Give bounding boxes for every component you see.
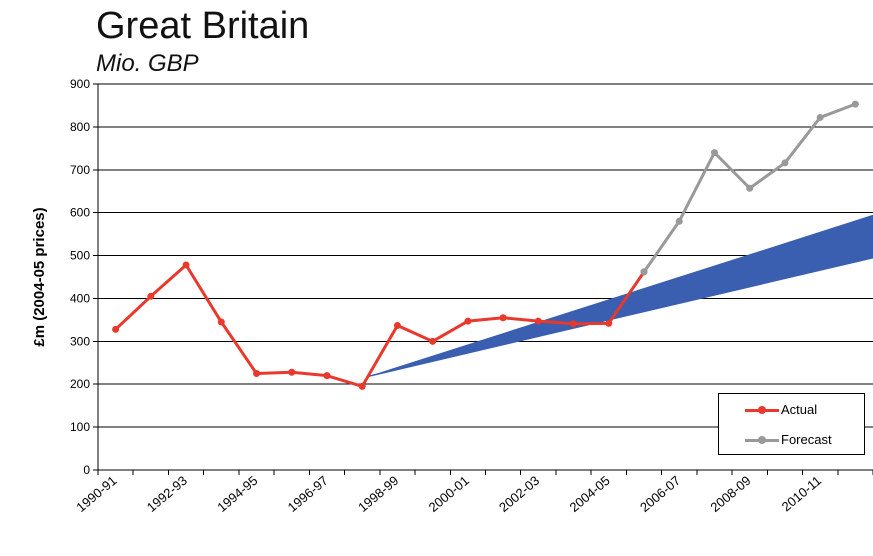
chart-subtitle: Mio. GBP — [96, 50, 199, 77]
data-point-actual — [570, 320, 578, 328]
data-point-forecast — [851, 100, 859, 108]
data-point-actual — [393, 321, 401, 329]
data-point-forecast — [816, 113, 824, 121]
forecast-band-edge — [367, 256, 873, 378]
data-point-forecast — [781, 159, 789, 167]
y-tick-label: 700 — [70, 163, 90, 177]
data-point-actual — [534, 317, 542, 325]
data-point-actual — [253, 370, 261, 377]
data-point-forecast — [675, 217, 683, 225]
data-point-actual — [323, 372, 331, 380]
x-tick-label: 2002-03 — [496, 473, 542, 515]
y-tick-label: 0 — [83, 463, 90, 477]
data-point-actual — [358, 382, 366, 390]
y-tick-label: 500 — [70, 249, 90, 263]
data-point-forecast — [640, 268, 648, 276]
y-tick-label: 900 — [70, 77, 90, 91]
y-tick-label: 300 — [70, 334, 90, 348]
data-point-actual — [464, 317, 472, 325]
chart-title: Great Britain — [96, 5, 310, 47]
y-tick-label: 600 — [70, 206, 90, 220]
x-tick-label: 2010-11 — [779, 473, 824, 515]
data-point-actual — [429, 337, 437, 345]
x-tick-label: 2000-01 — [426, 473, 472, 515]
x-tick-label: 1990-91 — [73, 473, 119, 515]
x-tick-label: 1996-97 — [285, 473, 331, 515]
y-tick-label: 100 — [70, 420, 90, 434]
data-point-actual — [217, 318, 225, 326]
legend-label-actual: Actual — [781, 402, 818, 417]
data-point-actual — [605, 319, 613, 327]
legend-item-actual: Actual — [719, 400, 864, 420]
data-point-forecast — [746, 184, 754, 192]
legend-item-forecast: Forecast — [719, 430, 864, 450]
legend-label-forecast: Forecast — [781, 432, 832, 447]
x-tick-label: 2004-05 — [567, 473, 613, 515]
legend: Actual Forecast — [718, 393, 865, 455]
x-tick-label: 2008-09 — [707, 473, 753, 515]
y-tick-label: 200 — [70, 377, 90, 391]
y-axis-label: £m (2004-05 prices) — [31, 207, 48, 346]
data-point-forecast — [710, 149, 718, 157]
data-point-actual — [182, 261, 190, 269]
y-tick-label: 400 — [70, 291, 90, 305]
x-tick-label: 1994-95 — [214, 473, 260, 515]
x-tick-label: 1992-93 — [144, 473, 190, 515]
y-tick-label: 800 — [70, 120, 90, 134]
legend-marker-forecast — [758, 436, 766, 444]
data-point-actual — [112, 325, 120, 333]
legend-marker-actual — [758, 406, 766, 414]
data-point-actual — [288, 368, 296, 376]
forecast-band — [367, 214, 873, 377]
x-tick-label: 1998-99 — [355, 473, 401, 515]
series-line-actual — [114, 263, 646, 388]
data-point-actual — [147, 292, 155, 300]
x-tick-label: 2006-07 — [637, 473, 683, 515]
data-point-actual — [499, 314, 507, 322]
